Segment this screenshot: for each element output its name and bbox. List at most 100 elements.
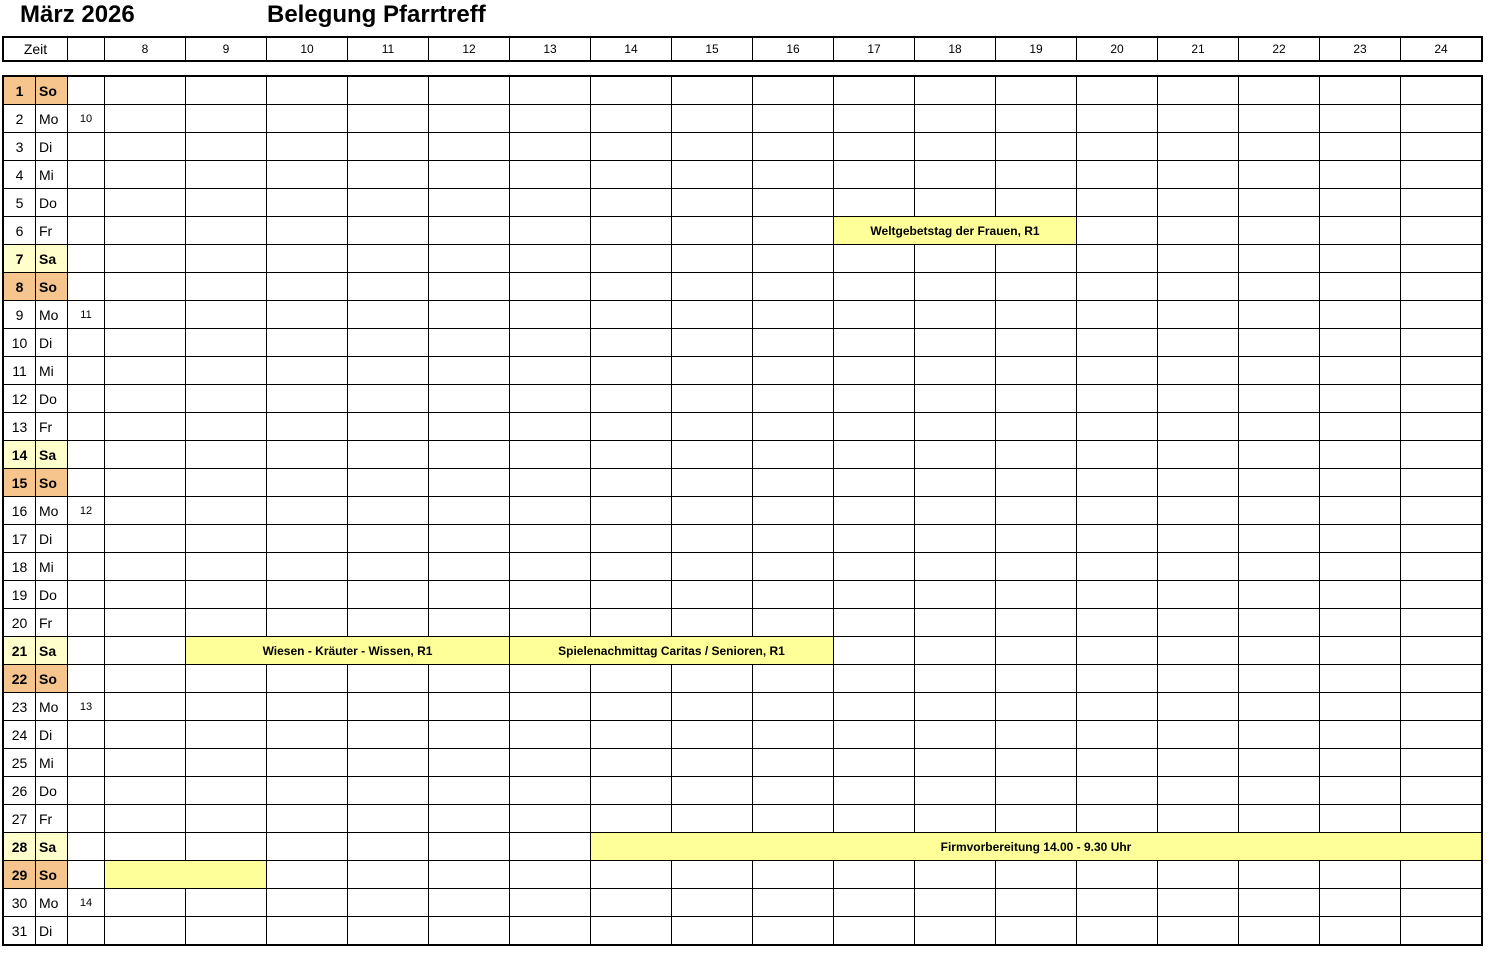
hour-cell (753, 805, 833, 832)
hour-cell (105, 245, 185, 272)
hour-cell (186, 609, 266, 636)
day-number-cell: 25 (4, 749, 35, 776)
hour-cell (1158, 133, 1238, 160)
hour-cell (915, 805, 995, 832)
hour-cell (672, 889, 752, 916)
day-number-cell: 1 (4, 77, 35, 104)
hour-cell (1401, 889, 1481, 916)
hour-cell (1401, 637, 1481, 664)
hour-cell (915, 665, 995, 692)
hour-cell (834, 609, 914, 636)
hour-cell (1401, 861, 1481, 888)
hour-cell (1401, 385, 1481, 412)
hour-cell (672, 441, 752, 468)
day-name-cell: So (36, 77, 67, 104)
hour-cell (591, 917, 671, 944)
hour-cell (510, 917, 590, 944)
hour-cell (1077, 525, 1157, 552)
day-number-cell: 12 (4, 385, 35, 412)
hour-cell (1158, 189, 1238, 216)
hour-cell (1239, 525, 1319, 552)
hour-cell (1401, 329, 1481, 356)
hour-cell (1239, 217, 1319, 244)
hour-cell (834, 161, 914, 188)
hour-cell (186, 329, 266, 356)
hour-cell (915, 301, 995, 328)
hour-cell (429, 917, 509, 944)
day-name-cell: Di (36, 525, 67, 552)
hour-cell (1077, 749, 1157, 776)
hour-cell (1239, 161, 1319, 188)
hour-cell (429, 609, 509, 636)
hour-cell (267, 833, 347, 860)
hour-cell (348, 833, 428, 860)
week-number-cell (68, 357, 104, 384)
day-name-cell: Sa (36, 245, 67, 272)
hour-cell (1401, 917, 1481, 944)
hour-cell (1077, 609, 1157, 636)
hour-cell (996, 357, 1076, 384)
hour-cell (591, 553, 671, 580)
hour-cell (186, 553, 266, 580)
hour-cell (429, 693, 509, 720)
hour-cell (1401, 665, 1481, 692)
day-name-cell: Mo (36, 105, 67, 132)
hour-cell (1401, 805, 1481, 832)
day-number-cell: 3 (4, 133, 35, 160)
hour-cell (105, 273, 185, 300)
hour-cell (1158, 497, 1238, 524)
hour-cell (591, 665, 671, 692)
hour-cell (672, 329, 752, 356)
week-number-cell (68, 805, 104, 832)
day-number-cell: 30 (4, 889, 35, 916)
hour-cell (1320, 273, 1400, 300)
hour-cell (1320, 749, 1400, 776)
hour-cell (834, 497, 914, 524)
hour-cell (1320, 637, 1400, 664)
hour-cell (672, 273, 752, 300)
day-number-cell: 14 (4, 441, 35, 468)
hour-cell (267, 273, 347, 300)
hour-cell (429, 665, 509, 692)
hour-cell (1239, 105, 1319, 132)
hour-cell (267, 581, 347, 608)
hour-cell (834, 77, 914, 104)
day-number-cell: 7 (4, 245, 35, 272)
hour-cell (1077, 637, 1157, 664)
hour-cell (1239, 497, 1319, 524)
day-name-cell: Mo (36, 497, 67, 524)
day-name-cell: Sa (36, 637, 67, 664)
hour-cell (915, 693, 995, 720)
hour-cell (753, 77, 833, 104)
hour-cell (1158, 777, 1238, 804)
hour-cell (915, 189, 995, 216)
hour-cell (267, 721, 347, 748)
week-number-cell (68, 441, 104, 468)
week-number-cell (68, 721, 104, 748)
day-name-cell: Di (36, 917, 67, 944)
hour-cell (186, 105, 266, 132)
hour-cell (753, 693, 833, 720)
hour-cell (186, 161, 266, 188)
hour-cell (510, 749, 590, 776)
hour-cell (267, 693, 347, 720)
week-number-cell (68, 665, 104, 692)
day-number-cell: 24 (4, 721, 35, 748)
hour-cell (1158, 469, 1238, 496)
hour-cell (591, 217, 671, 244)
hour-cell (996, 553, 1076, 580)
hour-cell (1320, 413, 1400, 440)
hour-header-8: 8 (105, 38, 185, 60)
hour-cell (672, 917, 752, 944)
week-number-cell (68, 273, 104, 300)
hour-cell (1158, 301, 1238, 328)
hour-header-18: 18 (915, 38, 995, 60)
week-number-cell: 12 (68, 497, 104, 524)
hour-cell (429, 189, 509, 216)
hour-cell (672, 161, 752, 188)
hour-cell (672, 77, 752, 104)
hour-cell (348, 469, 428, 496)
week-number-cell (68, 749, 104, 776)
day-name-cell: Di (36, 133, 67, 160)
hour-cell (1158, 329, 1238, 356)
